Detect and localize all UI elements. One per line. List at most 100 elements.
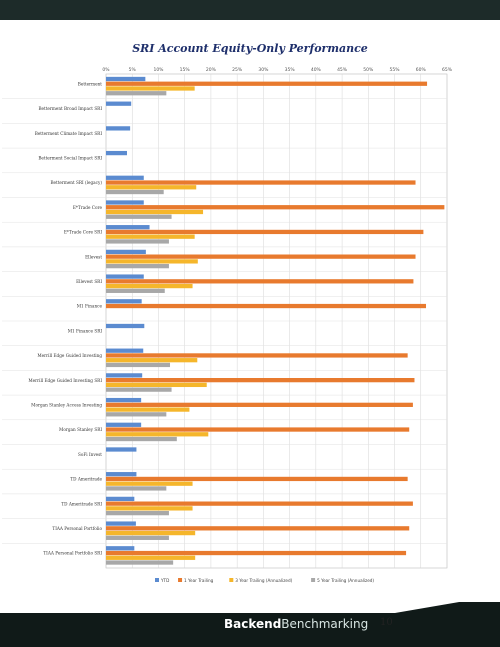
x-tick-label: 45% xyxy=(337,67,348,73)
bar-1-year-trailing xyxy=(106,378,415,383)
bar-1-year-trailing xyxy=(106,550,407,556)
bar-3-year-trailing-annualized- xyxy=(106,358,198,363)
bar-5-year-trailing-annualized- xyxy=(106,560,174,565)
bar-3-year-trailing-annualized- xyxy=(106,407,190,412)
bar-3-year-trailing-annualized- xyxy=(106,234,195,239)
bar-3-year-trailing-annualized- xyxy=(106,432,209,437)
bar-5-year-trailing-annualized- xyxy=(106,264,169,269)
chart: 0% 5% 10% 15% 20% 25% 30% 35% 40% 45% 50% 55% 60% 65%… xyxy=(2,67,453,583)
x-tick-label: 5% xyxy=(129,67,137,73)
category-label: Betterment SRI (legacy) xyxy=(50,180,102,185)
x-tick-label: 65% xyxy=(442,67,453,73)
bar-3-year-trailing-annualized- xyxy=(106,481,193,486)
bar-3-year-trailing-annualized- xyxy=(106,555,196,560)
bar-ytd xyxy=(106,274,144,279)
bar-ytd xyxy=(106,76,146,82)
category-label: Morgan Stanley Access Investing xyxy=(31,402,102,407)
bar-ytd xyxy=(106,496,135,502)
bar-5-year-trailing-annualized- xyxy=(106,91,167,96)
bar-3-year-trailing-annualized- xyxy=(106,382,207,388)
bar-5-year-trailing-annualized- xyxy=(106,189,164,195)
legend-swatch xyxy=(178,578,183,582)
category-label: Betterment Climate Impact SRI xyxy=(35,131,103,136)
bar-ytd xyxy=(106,348,144,353)
bar-ytd xyxy=(106,299,142,304)
bar-3-year-trailing-annualized- xyxy=(106,185,197,190)
bar-1-year-trailing xyxy=(106,427,410,432)
bar-5-year-trailing-annualized- xyxy=(106,362,171,368)
bar-ytd xyxy=(106,472,137,477)
x-tick-label: 60% xyxy=(416,67,427,73)
bar-5-year-trailing-annualized- xyxy=(106,214,172,219)
bar-ytd xyxy=(106,225,150,230)
bar-ytd xyxy=(106,126,131,131)
legend-swatch xyxy=(311,578,316,582)
bar-5-year-trailing-annualized- xyxy=(106,239,169,244)
x-tick-label: 30% xyxy=(258,67,269,73)
bar-5-year-trailing-annualized- xyxy=(106,288,165,293)
x-tick-label: 55% xyxy=(390,67,401,73)
bar-5-year-trailing-annualized- xyxy=(106,511,169,516)
bar-ytd xyxy=(106,447,137,452)
category-label: E*Trade Core SRI xyxy=(64,230,102,235)
bar-ytd xyxy=(106,101,132,106)
bar-3-year-trailing-annualized- xyxy=(106,259,198,264)
category-label: Merrill Edge Guided Investing SRI xyxy=(28,378,102,383)
category-label: Merrill Edge Guided Investing xyxy=(37,353,102,358)
bar-3-year-trailing-annualized- xyxy=(106,86,195,91)
legend-swatch xyxy=(229,578,234,582)
bar-1-year-trailing xyxy=(106,402,413,407)
legend-label: 3 Year Trailing (Annualized) xyxy=(235,578,292,583)
bar-3-year-trailing-annualized- xyxy=(106,283,193,289)
legend-label: YTD xyxy=(160,578,169,583)
bar-1-year-trailing xyxy=(106,81,428,86)
bar-ytd xyxy=(106,397,142,403)
bar-3-year-trailing-annualized- xyxy=(106,530,196,536)
bar-1-year-trailing xyxy=(106,501,413,506)
category-label: TIAA Personal Portfolio xyxy=(52,526,102,531)
bar-1-year-trailing xyxy=(106,303,427,309)
category-label: Betterment Broad Impact SRI xyxy=(38,106,102,111)
page-number: 10 xyxy=(380,617,393,628)
bar-ytd xyxy=(106,546,135,551)
bar-ytd xyxy=(106,521,136,526)
bar-1-year-trailing xyxy=(106,353,408,358)
brand-logo: BackendBenchmarking xyxy=(224,617,369,631)
bar-5-year-trailing-annualized- xyxy=(106,535,169,540)
bar-5-year-trailing-annualized- xyxy=(106,436,177,442)
x-tick-label: 10% xyxy=(153,67,164,73)
legend-label: 5 Year Trailing (Annualized) xyxy=(317,578,374,583)
bar-ytd xyxy=(106,249,146,255)
bar-ytd xyxy=(106,150,127,156)
x-tick-label: 35% xyxy=(285,67,296,73)
category-label: M1 Finance SRI xyxy=(68,328,103,333)
category-label: Morgan Stanley SRI xyxy=(59,427,102,432)
category-label: SoFi Invest xyxy=(78,452,102,457)
category-label: Betterment Social Impact SRI xyxy=(38,155,102,160)
category-label: TD Ameritrade SRI xyxy=(61,501,102,506)
bar-ytd xyxy=(106,175,144,180)
bar-3-year-trailing-annualized- xyxy=(106,209,204,215)
x-tick-label: 25% xyxy=(232,67,243,73)
bar-5-year-trailing-annualized- xyxy=(106,412,167,417)
x-tick-label: 40% xyxy=(311,67,322,73)
bar-ytd xyxy=(106,422,142,427)
bar-ytd xyxy=(106,323,145,329)
category-label: Ellevest xyxy=(85,254,102,259)
bar-1-year-trailing xyxy=(106,229,424,235)
x-tick-label: 0% xyxy=(102,67,110,73)
chart-title: SRI Account Equity-Only Performance xyxy=(132,42,368,55)
legend-label: 1 Year Trailing xyxy=(184,578,214,583)
bar-5-year-trailing-annualized- xyxy=(106,387,172,392)
x-tick-label: 15% xyxy=(180,67,191,73)
bar-3-year-trailing-annualized- xyxy=(106,506,193,511)
bar-ytd xyxy=(106,200,144,205)
category-label: TIAA Personal Portfolio SRI xyxy=(43,551,102,556)
bar-1-year-trailing xyxy=(106,476,408,482)
footer-divider xyxy=(0,595,500,613)
bar-5-year-trailing-annualized- xyxy=(106,486,167,491)
bar-1-year-trailing xyxy=(106,526,410,531)
category-label: Ellevest SRI xyxy=(76,279,102,284)
bar-1-year-trailing xyxy=(106,254,416,259)
bar-1-year-trailing xyxy=(106,205,445,210)
